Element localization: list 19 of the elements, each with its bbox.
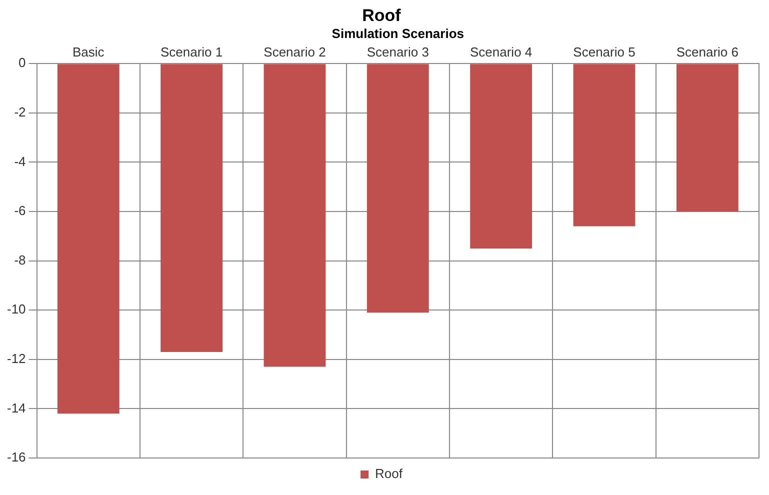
y-tick-label: -6 xyxy=(14,203,26,218)
y-tick-label: -14 xyxy=(6,400,26,416)
legend-label: Roof xyxy=(375,466,403,482)
x-axis-title: Simulation Scenarios xyxy=(332,26,464,41)
chart-title: Roof xyxy=(362,6,402,25)
x-tick-label: Scenario 2 xyxy=(264,44,326,60)
x-tick-label: Scenario 6 xyxy=(676,44,738,60)
y-tick-label: -4 xyxy=(14,154,26,169)
y-tick-label: -12 xyxy=(6,350,26,366)
x-tick-label: Basic xyxy=(72,44,105,60)
x-tick-label: Scenario 1 xyxy=(160,44,223,60)
x-tick-label: Scenario 5 xyxy=(573,44,636,60)
y-tick-label: -2 xyxy=(14,104,26,120)
y-tick-label: -8 xyxy=(14,252,26,268)
y-tick-label: -10 xyxy=(6,302,26,317)
y-tick-label: -16 xyxy=(6,450,26,465)
x-tick-label: Scenario 3 xyxy=(366,44,429,60)
y-tick-label: 0 xyxy=(18,55,26,70)
x-tick-label: Scenario 4 xyxy=(470,44,532,60)
